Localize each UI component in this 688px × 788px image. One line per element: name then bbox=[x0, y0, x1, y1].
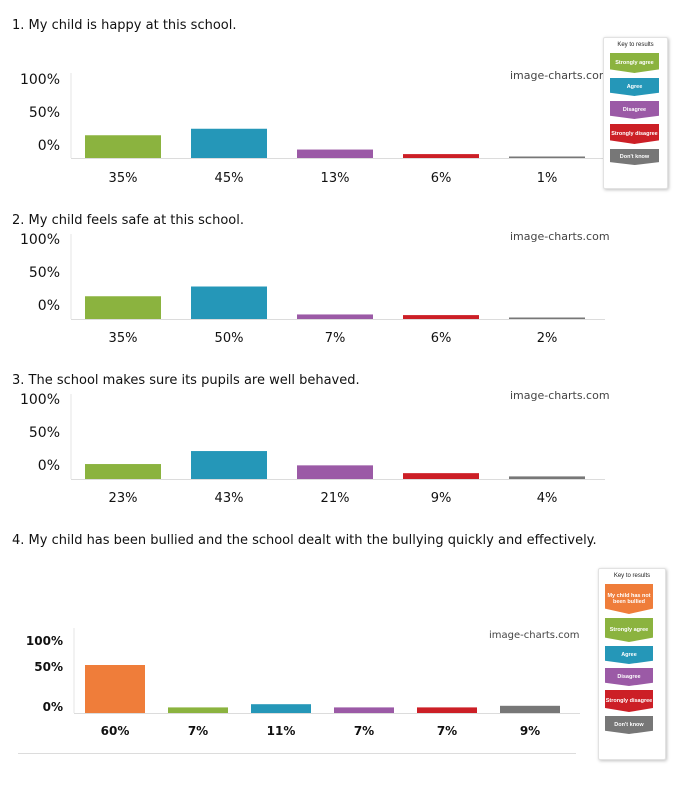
key-title: Key to results bbox=[613, 573, 651, 579]
data-label: 6% bbox=[431, 171, 452, 186]
legend-item: Agree bbox=[605, 646, 653, 664]
data-label: 23% bbox=[109, 491, 138, 506]
data-label: 60% bbox=[101, 724, 130, 738]
legend-item: Disagree bbox=[610, 101, 659, 119]
legend-item: Don't know bbox=[610, 149, 659, 165]
bar bbox=[417, 707, 477, 713]
bar bbox=[168, 707, 228, 713]
bar bbox=[297, 314, 373, 319]
data-label: 7% bbox=[354, 724, 374, 738]
key-title: Key to results bbox=[617, 42, 654, 48]
bar bbox=[251, 704, 311, 713]
y-tick-label: 100% bbox=[26, 634, 63, 648]
legend-item: Disagree bbox=[605, 668, 653, 686]
data-label: 35% bbox=[109, 331, 138, 346]
y-tick-label: 0% bbox=[38, 138, 60, 154]
data-label: 45% bbox=[215, 171, 244, 186]
bar bbox=[334, 707, 394, 713]
data-label: 7% bbox=[325, 331, 346, 346]
legend-item: Agree bbox=[610, 78, 659, 96]
bar bbox=[509, 317, 585, 319]
bar bbox=[509, 156, 585, 158]
data-label: 13% bbox=[321, 171, 350, 186]
question-2-label: 2. My child feels safe at this school. bbox=[12, 213, 244, 228]
data-label: 50% bbox=[215, 331, 244, 346]
y-tick-label: 100% bbox=[20, 392, 60, 408]
bar bbox=[85, 665, 145, 713]
key-to-results-panel-1: Key to results Strongly agree Agree Disagr… bbox=[603, 37, 668, 189]
watermark-label: image-charts.com bbox=[510, 69, 610, 82]
legend-item: My child has not been bullied bbox=[605, 584, 653, 614]
data-label: 11% bbox=[267, 724, 296, 738]
data-label: 7% bbox=[188, 724, 208, 738]
data-label: 35% bbox=[109, 171, 138, 186]
y-tick-label: 0% bbox=[38, 298, 60, 314]
y-tick-label: 50% bbox=[29, 425, 60, 441]
data-label: 4% bbox=[537, 491, 558, 506]
y-tick-label: 100% bbox=[20, 72, 60, 88]
data-label: 9% bbox=[431, 491, 452, 506]
legend-item: Strongly agree bbox=[605, 618, 653, 642]
bar bbox=[85, 135, 161, 158]
data-label: 7% bbox=[437, 724, 457, 738]
bar bbox=[403, 315, 479, 319]
bar bbox=[191, 286, 267, 319]
data-label: 1% bbox=[537, 171, 558, 186]
bar bbox=[297, 465, 373, 479]
y-tick-label: 100% bbox=[20, 232, 60, 248]
y-tick-label: 50% bbox=[34, 660, 63, 674]
bar bbox=[500, 705, 560, 713]
data-label: 9% bbox=[520, 724, 540, 738]
legend-item: Strongly disagree bbox=[610, 124, 659, 144]
y-tick-label: 50% bbox=[29, 265, 60, 281]
watermark-label: image-charts.com bbox=[510, 389, 610, 402]
data-label: 21% bbox=[321, 491, 350, 506]
question-3-label: 3. The school makes sure its pupils are … bbox=[12, 373, 360, 388]
bar bbox=[403, 154, 479, 158]
watermark-label: image-charts.com bbox=[489, 630, 580, 641]
bar bbox=[191, 451, 267, 479]
legend-item: Strongly disagree bbox=[605, 690, 653, 712]
legend-item: Don't know bbox=[605, 716, 653, 734]
y-tick-label: 50% bbox=[29, 105, 60, 121]
bar bbox=[509, 476, 585, 479]
bar bbox=[191, 128, 267, 158]
bar bbox=[85, 296, 161, 319]
bar bbox=[403, 473, 479, 479]
bar bbox=[85, 464, 161, 479]
legend-item: Strongly agree bbox=[610, 53, 659, 73]
bar bbox=[297, 149, 373, 158]
y-tick-label: 0% bbox=[43, 700, 63, 714]
data-label: 2% bbox=[537, 331, 558, 346]
data-label: 43% bbox=[215, 491, 244, 506]
question-4-label: 4. My child has been bullied and the sch… bbox=[12, 533, 597, 548]
data-label: 6% bbox=[431, 331, 452, 346]
key-to-results-panel-2: Key to results My child has not been bul… bbox=[598, 568, 666, 760]
question-1-label: 1. My child is happy at this school. bbox=[12, 18, 237, 33]
y-tick-label: 0% bbox=[38, 458, 60, 474]
watermark-label: image-charts.com bbox=[510, 230, 610, 243]
